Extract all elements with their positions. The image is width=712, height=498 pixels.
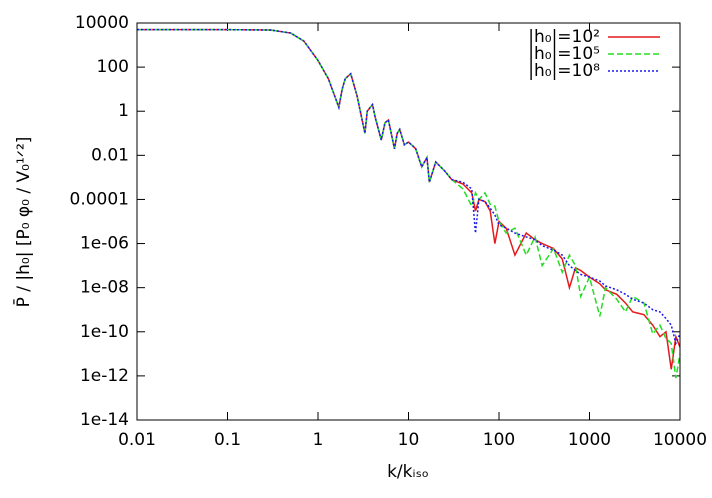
legend-label: |h₀|=10⁸ bbox=[528, 61, 600, 81]
y-tick-label: 1e-14 bbox=[80, 410, 129, 430]
legend-label: |h₀|=10⁵ bbox=[528, 44, 600, 64]
x-tick-label: 0.1 bbox=[214, 430, 241, 450]
x-tick-label: 0.01 bbox=[118, 430, 156, 450]
x-axis-label: k/kᵢₛₒ bbox=[387, 462, 429, 482]
legend-label: |h₀|=10² bbox=[528, 27, 600, 47]
x-tick-label: 1 bbox=[313, 430, 324, 450]
plot-frame bbox=[136, 22, 681, 421]
y-tick-label: 1e-06 bbox=[80, 234, 129, 254]
y-tick-label: 1 bbox=[118, 101, 129, 121]
y-tick-label: 1e-10 bbox=[80, 322, 129, 342]
data-line bbox=[137, 28, 681, 346]
y-tick-label: 1e-12 bbox=[80, 366, 129, 386]
data-line bbox=[137, 28, 681, 379]
x-tick-label: 100 bbox=[483, 430, 515, 450]
y-tick-label: 10000 bbox=[75, 13, 129, 33]
y-axis-label: P̄ / |h₀| [P₀ φ₀ / V₀¹ᐟ²] bbox=[12, 137, 34, 308]
y-tick-label: 0.01 bbox=[91, 145, 129, 165]
y-tick-label: 0.0001 bbox=[70, 189, 129, 209]
y-tick-label: 1e-08 bbox=[80, 278, 129, 298]
y-tick-label: 100 bbox=[97, 57, 129, 77]
x-tick-label: 10 bbox=[398, 430, 420, 450]
x-tick-label: 10000 bbox=[653, 430, 707, 450]
x-tick-label: 1000 bbox=[568, 430, 611, 450]
